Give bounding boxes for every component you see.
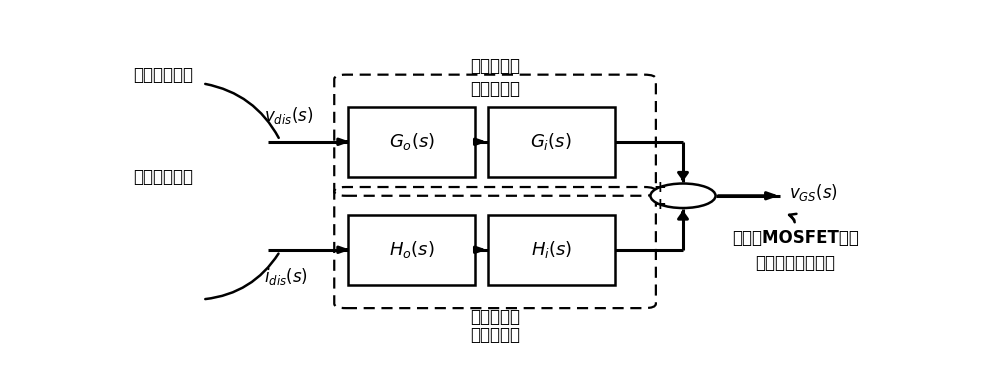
Text: $H_i(s)$: $H_i(s)$ [531,239,572,260]
Text: $H_o(s)$: $H_o(s)$ [389,239,435,260]
Text: $G_i(s)$: $G_i(s)$ [530,131,572,152]
Text: +: + [654,180,667,195]
Text: 脉冲电流干: 脉冲电流干 [470,308,520,326]
Bar [488,107,615,177]
Text: 脉冲电流干扰: 脉冲电流干扰 [133,168,193,186]
Text: $v_{dis}(s)$: $v_{dis}(s)$ [264,105,314,126]
Circle shape [650,183,716,208]
Text: 脉冲电压干扰: 脉冲电压干扰 [133,66,193,84]
Text: $G_o(s)$: $G_o(s)$ [389,131,435,152]
Text: $v_{GS}(s)$: $v_{GS}(s)$ [789,182,838,204]
Bar [488,215,615,285]
Text: 扰传导路径: 扰传导路径 [470,326,520,344]
Text: 传导至MOSFET栅源
电压的综合干扰电: 传导至MOSFET栅源 电压的综合干扰电 [732,229,859,273]
Text: $i_{dis}(s)$: $i_{dis}(s)$ [264,266,309,287]
Text: 扰传导路径: 扰传导路径 [470,80,520,98]
Text: +: + [654,197,667,212]
Bar [348,215,475,285]
Bar [348,107,475,177]
Text: 脉冲电压干: 脉冲电压干 [470,57,520,75]
